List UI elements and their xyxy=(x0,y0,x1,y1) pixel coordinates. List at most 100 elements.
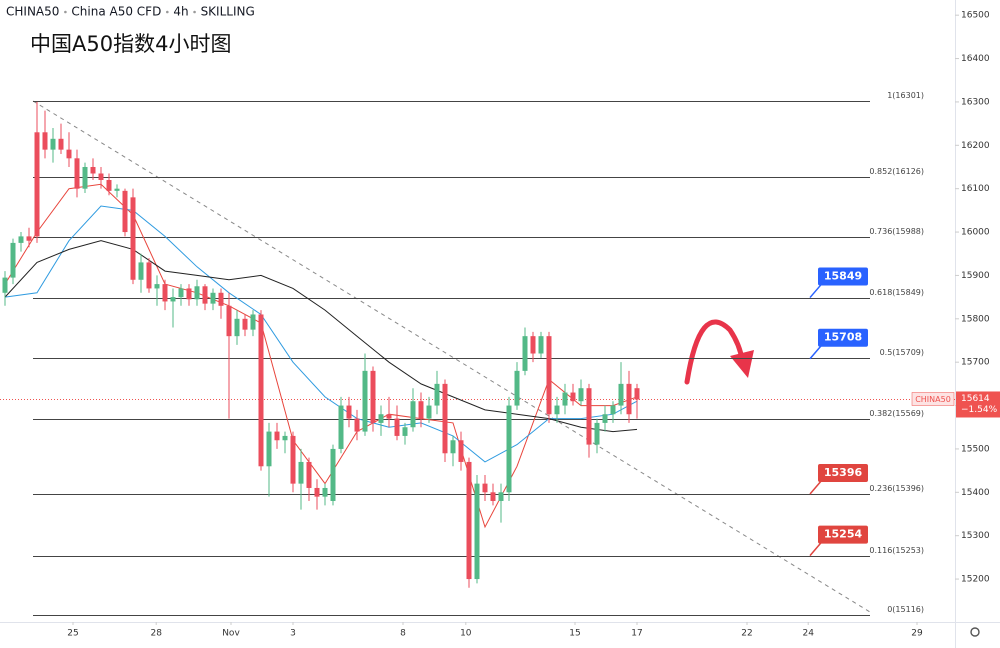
badge-pointer xyxy=(809,479,823,495)
badge-label: 15708 xyxy=(824,331,862,344)
x-tick-label: 8 xyxy=(400,629,406,639)
candle-body xyxy=(586,388,592,445)
moving-average xyxy=(4,240,638,433)
candle-body xyxy=(522,336,528,371)
y-tick-label: 16400 xyxy=(961,54,990,64)
candle-body xyxy=(554,405,560,415)
candle-body xyxy=(506,405,512,493)
candle-body xyxy=(594,422,600,445)
fib-label: 0.5(15709) xyxy=(880,348,924,357)
x-tick-label: 15 xyxy=(569,629,580,639)
candle-body xyxy=(330,448,336,501)
candle-body xyxy=(570,392,576,402)
last-name: CHINA50 xyxy=(915,395,951,404)
candle-body xyxy=(402,427,408,436)
header-item: 4h xyxy=(173,5,188,19)
fib-label: 0(15116) xyxy=(887,605,924,614)
badge-pointer xyxy=(809,541,823,557)
candle-body xyxy=(394,418,400,436)
candle-body xyxy=(426,405,432,419)
trend-line xyxy=(32,100,871,613)
candle-body xyxy=(114,188,120,191)
y-tick-label: 16300 xyxy=(961,97,990,107)
x-tick-label: 28 xyxy=(150,629,162,639)
y-tick-label: 16200 xyxy=(961,141,990,151)
header-item: CHINA50 xyxy=(6,5,59,19)
candle-body xyxy=(266,431,272,467)
candle-body xyxy=(290,435,296,484)
candle-body xyxy=(578,388,584,402)
header-separator xyxy=(193,10,196,14)
last-name-tag xyxy=(911,392,955,406)
badge-label: 15849 xyxy=(824,270,862,283)
header-item: SKILLING xyxy=(201,5,255,19)
candle-body xyxy=(314,487,320,497)
y-tick-label: 16100 xyxy=(961,184,990,194)
settings-icon[interactable] xyxy=(970,627,980,637)
y-tick-label: 15400 xyxy=(961,488,990,498)
candle-body xyxy=(298,461,304,484)
moving-average xyxy=(4,205,638,463)
candle-body xyxy=(90,166,96,174)
candle-body xyxy=(178,288,184,298)
x-tick-label: 3 xyxy=(290,629,296,639)
candle-body xyxy=(538,336,544,354)
candle-body xyxy=(530,336,536,354)
moving-average xyxy=(4,183,638,529)
candle-body xyxy=(618,383,624,406)
header-separator xyxy=(64,10,67,14)
candle-body xyxy=(186,288,192,300)
candle-body xyxy=(338,405,344,449)
candle-body xyxy=(82,166,88,189)
fib-label: 1(16301) xyxy=(887,91,924,100)
y-tick-label: 15300 xyxy=(961,531,990,541)
candle-body xyxy=(98,173,104,181)
candle-body xyxy=(274,431,280,441)
candle-body xyxy=(610,405,616,415)
candle-body xyxy=(418,401,424,419)
candle-body xyxy=(106,180,112,191)
badge xyxy=(818,525,868,544)
candle-body xyxy=(122,190,128,233)
fib-label: 0.382(15569) xyxy=(869,409,924,418)
x-tick-label: 29 xyxy=(911,629,923,639)
candle-body xyxy=(250,314,256,330)
y-tick-label: 15800 xyxy=(961,314,990,324)
x-tick-label: 25 xyxy=(67,629,78,639)
candle-body xyxy=(378,414,384,423)
candle-body xyxy=(602,414,608,423)
badge-pointer xyxy=(809,283,823,299)
candle-body xyxy=(58,138,64,150)
candle-body xyxy=(466,461,472,580)
badge xyxy=(818,267,868,286)
y-tick-label: 15700 xyxy=(961,358,990,368)
candle-body xyxy=(34,132,40,237)
candle-body xyxy=(170,297,176,302)
candle-body xyxy=(306,461,312,488)
candle-body xyxy=(50,138,56,150)
candle-body xyxy=(458,440,464,462)
fib-label: 0.736(15988) xyxy=(869,227,924,236)
y-tick-label: 16500 xyxy=(961,11,990,21)
candle-body xyxy=(354,418,360,432)
last-price: 15614 xyxy=(961,394,990,404)
candle-body xyxy=(154,284,160,289)
candle-body xyxy=(146,262,152,289)
candle-body xyxy=(234,318,240,337)
fib-label: 0.618(15849) xyxy=(869,288,924,297)
candle-body xyxy=(546,336,552,415)
last-change: −1.54% xyxy=(961,405,998,415)
candle-body xyxy=(210,292,216,304)
candle-body xyxy=(130,197,136,280)
badge-pointer xyxy=(809,344,823,360)
candle-body xyxy=(562,392,568,406)
y-tick-label: 15200 xyxy=(961,575,990,585)
candle-body xyxy=(442,383,448,454)
candle-body xyxy=(450,440,456,454)
candle-body xyxy=(18,236,24,243)
x-tick-label: 10 xyxy=(460,629,472,639)
candle-body xyxy=(74,158,80,189)
x-tick-label: 22 xyxy=(741,629,752,639)
arrow-head xyxy=(730,350,754,378)
